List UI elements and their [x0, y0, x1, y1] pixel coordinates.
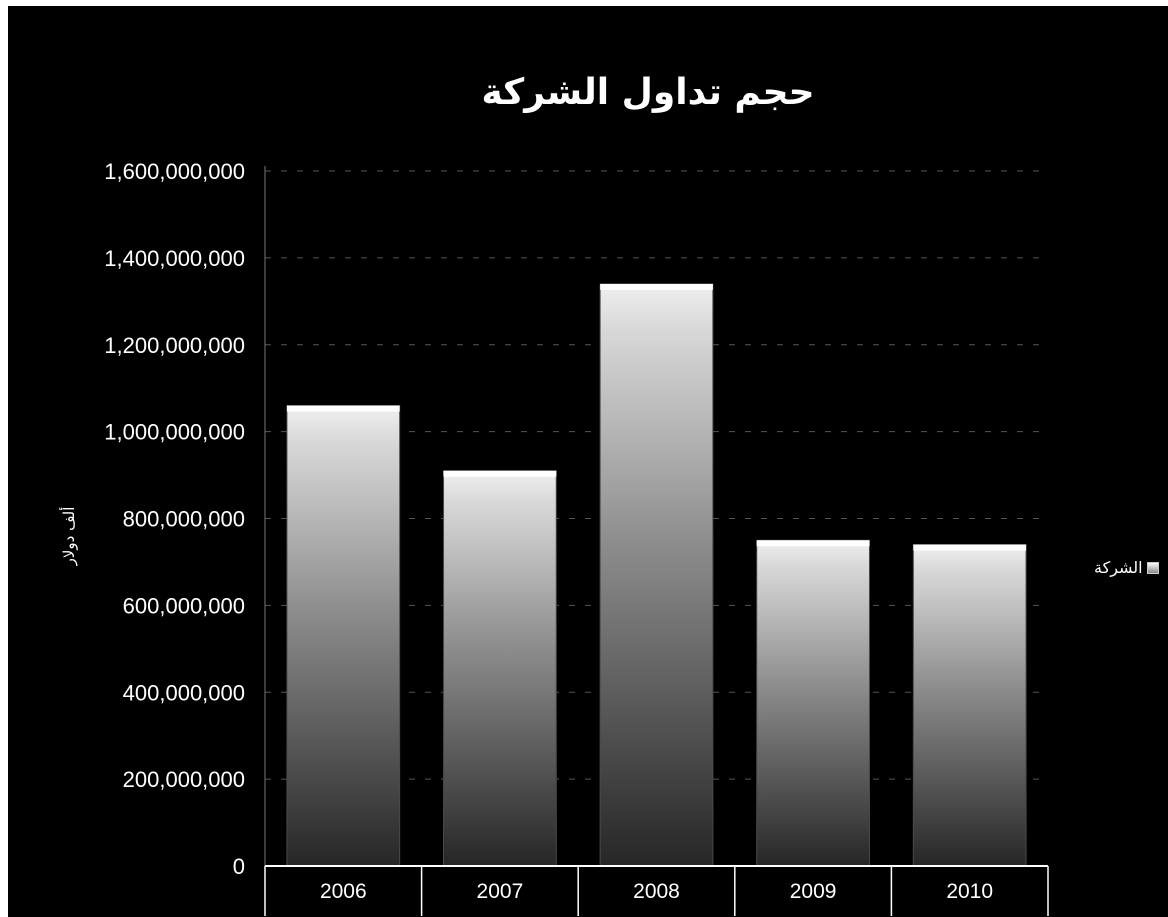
- y-tick-label: 800,000,000: [123, 507, 245, 532]
- x-tick-label: 2010: [946, 880, 993, 903]
- x-tick-label: 2006: [320, 880, 367, 903]
- chart-canvas: 0 200,000,000 400,000,000 600,000,000 800,00…: [59, 72, 1049, 916]
- x-tick-label: 2007: [477, 880, 524, 903]
- legend-swatch: [1146, 561, 1159, 574]
- bar-highlight: [600, 283, 713, 290]
- y-tick-label: 200,000,000: [123, 767, 245, 792]
- legend-label: الشركة: [1094, 558, 1143, 577]
- bar: [756, 539, 870, 867]
- chart-frame: 0 200,000,000 400,000,000 600,000,000 800,00…: [8, 6, 1168, 917]
- bar: [286, 405, 401, 867]
- legend: الشركة: [1094, 558, 1159, 577]
- y-axis-label: ألف دولار: [59, 507, 78, 567]
- bar-highlight: [913, 544, 1027, 551]
- bar: [443, 470, 557, 867]
- bar-highlight: [286, 405, 400, 412]
- bar: [599, 283, 714, 867]
- bar: [912, 544, 1027, 867]
- y-tick-label: 1,000,000,000: [104, 420, 245, 445]
- x-tick-label: 2008: [633, 880, 680, 903]
- bar-highlight: [756, 540, 870, 547]
- chart-title: حجم تداول الشركة: [481, 72, 814, 113]
- y-tick-label: 1,200,000,000: [104, 333, 245, 358]
- y-tick-label: 1,400,000,000: [104, 246, 245, 271]
- y-tick-label: 0: [233, 854, 245, 879]
- bar-highlight: [443, 470, 557, 477]
- x-tick-label: 2009: [790, 880, 837, 903]
- y-tick-label: 600,000,000: [123, 593, 245, 618]
- y-tick-label: 1,600,000,000: [104, 159, 245, 184]
- y-tick-label: 400,000,000: [123, 680, 245, 705]
